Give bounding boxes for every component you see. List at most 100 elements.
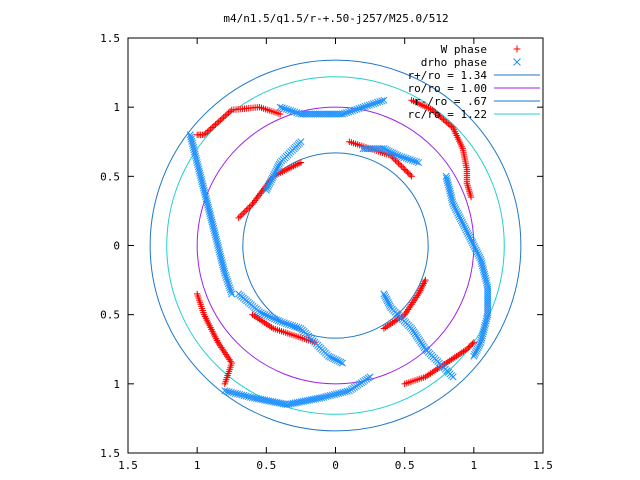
data-point — [217, 252, 225, 260]
data-point — [214, 244, 223, 252]
data-point — [193, 131, 201, 139]
data-point — [267, 176, 276, 184]
data-point — [218, 258, 226, 267]
data-point — [475, 252, 483, 260]
data-point — [282, 105, 290, 113]
data-point — [241, 208, 249, 215]
data-point — [247, 202, 255, 209]
data-point — [188, 137, 196, 145]
data-point — [374, 98, 382, 106]
data-point — [195, 167, 203, 175]
x-tick-label: 1.5 — [118, 459, 138, 472]
data-point — [445, 183, 453, 191]
data-point — [479, 330, 487, 338]
data-point — [448, 123, 455, 130]
data-point — [275, 160, 283, 168]
data-point — [212, 121, 219, 128]
data-point — [213, 237, 221, 245]
data-point — [347, 107, 355, 115]
data-point — [293, 109, 301, 117]
data-point — [219, 261, 227, 269]
data-point — [401, 166, 408, 173]
data-point — [476, 340, 484, 348]
data-point — [269, 314, 277, 322]
data-point — [345, 108, 353, 116]
data-point — [199, 184, 208, 192]
data-point — [210, 122, 218, 130]
data-point — [470, 352, 478, 360]
data-point — [448, 196, 456, 204]
legend-label: r+/ro = 1.34 — [408, 69, 488, 82]
data-point — [330, 390, 338, 399]
data-point — [205, 205, 213, 213]
data-point — [445, 120, 452, 127]
data-point — [335, 357, 343, 365]
data-point — [449, 373, 457, 381]
data-point — [195, 165, 203, 173]
data-point — [189, 144, 197, 152]
data-point — [470, 339, 478, 346]
circle-2 — [242, 152, 429, 339]
data-point — [210, 224, 218, 233]
data-point — [276, 103, 284, 111]
data-point — [443, 119, 450, 126]
data-point — [280, 104, 288, 113]
data-point — [447, 191, 455, 200]
data-point — [259, 310, 267, 318]
data-point — [289, 107, 297, 115]
chart-title: m4/n1.5/q1.5/r-+.50-j257/M25.0/512 — [223, 12, 448, 25]
data-point — [278, 318, 286, 326]
data-point — [222, 112, 229, 119]
data-point — [473, 248, 481, 256]
data-point — [454, 209, 462, 217]
data-point — [380, 325, 388, 332]
data-point — [351, 106, 359, 114]
data-point — [194, 161, 202, 169]
data-point — [447, 194, 456, 202]
data-point — [205, 127, 213, 134]
data-point — [243, 206, 250, 214]
data-point — [217, 116, 224, 124]
data-point — [398, 163, 405, 170]
data-point — [451, 204, 459, 212]
data-point — [406, 156, 414, 164]
x-tick-label: 1 — [194, 459, 201, 472]
data-point — [472, 246, 480, 254]
data-point — [223, 275, 231, 283]
data-point — [396, 161, 404, 169]
x-tick-label: 1.5 — [533, 459, 553, 472]
data-point — [338, 110, 346, 118]
data-point — [476, 253, 484, 262]
x-tick-label: 0 — [332, 459, 339, 472]
data-point — [207, 216, 216, 224]
data-point — [382, 145, 390, 154]
x-tick-label: 0.5 — [395, 459, 415, 472]
legend-label: rc/ro = 1.22 — [408, 108, 487, 121]
data-point — [483, 279, 491, 287]
data-point — [443, 174, 451, 183]
data-point — [441, 117, 449, 125]
data-point — [229, 389, 237, 397]
data-point — [208, 218, 216, 226]
data-point — [472, 347, 480, 355]
data-point — [435, 112, 442, 119]
data-point — [224, 279, 232, 288]
data-point — [324, 392, 332, 400]
data-point — [272, 316, 280, 324]
data-point — [206, 210, 214, 218]
data-point — [286, 107, 295, 115]
data-point — [482, 317, 490, 325]
data-point — [461, 224, 469, 232]
data-point — [471, 350, 479, 358]
data-point — [286, 321, 295, 329]
data-point — [343, 109, 351, 117]
data-point — [380, 290, 388, 298]
data-point — [223, 387, 231, 395]
y-tick-label: 1.5 — [100, 447, 120, 460]
data-point — [293, 323, 301, 331]
data-point — [210, 227, 218, 235]
data-point — [222, 273, 230, 281]
data-point — [190, 148, 199, 156]
circle-3 — [166, 76, 505, 415]
data-point — [244, 393, 252, 401]
